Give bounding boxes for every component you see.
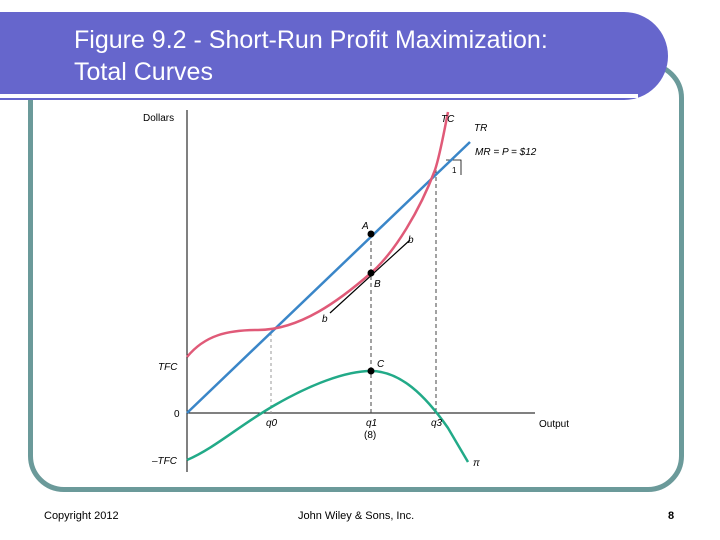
tangent-top-label: b — [408, 235, 414, 246]
tangent-bottom-label: b — [322, 314, 328, 325]
title-underline — [0, 94, 638, 98]
copyright-text: Copyright 2012 — [44, 510, 119, 522]
title-line-1: Figure 9.2 - Short-Run Profit Maximizati… — [74, 26, 548, 54]
tr-label: TR — [474, 123, 487, 134]
tc-label: TC — [441, 114, 455, 125]
point-b-label: B — [374, 279, 381, 290]
q0-label: q0 — [266, 418, 278, 429]
point-c-label: C — [377, 359, 385, 370]
y-axis-label: Dollars — [143, 113, 174, 124]
title-line-2: Total Curves — [74, 58, 213, 86]
point-a-label: A — [361, 221, 369, 232]
slide-title: Figure 9.2 - Short-Run Profit Maximizati… — [74, 24, 654, 88]
zero-label: 0 — [174, 409, 180, 420]
tr-curve — [186, 141, 471, 414]
neg-tfc-label: –TFC — [151, 456, 178, 467]
tangent-bb — [329, 239, 411, 314]
publisher-text: John Wiley & Sons, Inc. — [298, 510, 415, 522]
profit-curve — [186, 369, 470, 463]
point-a-dot — [367, 230, 375, 238]
q1-sub-label: (8) — [364, 430, 376, 441]
title-bar — [0, 12, 668, 100]
slope-one-label: 1 — [452, 166, 457, 175]
q3-label: q3 — [431, 418, 443, 429]
point-c-dot — [367, 367, 375, 375]
point-b-dot — [367, 269, 375, 277]
mr-label: MR = P = $12 — [475, 147, 537, 158]
page-number: 8 — [668, 510, 675, 522]
pi-label: π — [473, 458, 480, 469]
tfc-label: TFC — [158, 362, 178, 373]
q1-label: q1 — [366, 418, 377, 429]
x-axis-label: Output — [539, 419, 569, 430]
